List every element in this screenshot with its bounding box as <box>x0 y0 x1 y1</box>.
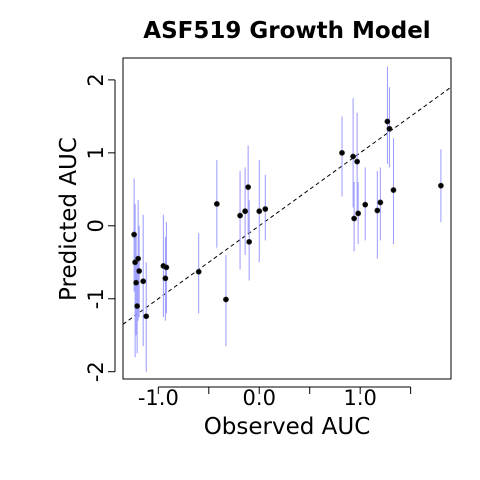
data-point <box>377 199 384 206</box>
x-tick-label: 1.0 <box>343 386 376 410</box>
data-point <box>242 208 249 215</box>
y-tick-label: 0 <box>84 219 108 232</box>
data-point <box>386 125 393 132</box>
data-point <box>384 118 391 125</box>
y-tick-label: 2 <box>84 73 108 86</box>
plot-frame <box>122 57 452 380</box>
data-point <box>143 313 150 320</box>
data-point <box>354 158 361 165</box>
data-point <box>140 278 147 285</box>
data-point <box>213 201 220 207</box>
data-point <box>374 207 381 214</box>
chart-title: ASF519 Growth Model <box>143 18 430 44</box>
data-point <box>362 201 369 208</box>
x-axis: -1.0 0.0 1.0 <box>138 386 412 410</box>
data-point <box>438 182 444 189</box>
data-point <box>136 268 143 274</box>
y-axis: -2 -1 0 1 2 <box>84 73 116 382</box>
data-point <box>350 153 357 160</box>
data-point <box>246 238 253 245</box>
plot-area <box>123 66 451 372</box>
x-tick-label: -1.0 <box>138 386 179 410</box>
data-point <box>131 231 138 238</box>
y-tick-label: 1 <box>84 146 108 159</box>
data-point <box>351 215 358 222</box>
y-tick-label: -1 <box>84 288 108 309</box>
data-point <box>237 212 243 219</box>
data-point <box>195 268 202 275</box>
data-point <box>256 208 263 215</box>
data-point <box>134 303 141 309</box>
data-point <box>162 275 169 282</box>
data-point <box>133 279 140 286</box>
data-point <box>132 259 139 266</box>
data-point <box>262 206 269 212</box>
data-point <box>245 184 252 191</box>
data-point <box>355 210 362 217</box>
data-point <box>135 255 142 262</box>
y-tick-label: -2 <box>84 361 108 382</box>
x-tick-label: 0.0 <box>243 386 276 410</box>
data-point <box>390 187 397 193</box>
data-point <box>223 296 229 303</box>
y-axis-label: Predicted AUC <box>56 137 82 301</box>
data-point <box>339 149 345 156</box>
data-point <box>163 264 170 271</box>
identity-reference-line <box>123 86 451 325</box>
x-axis-label: Observed AUC <box>204 414 371 440</box>
